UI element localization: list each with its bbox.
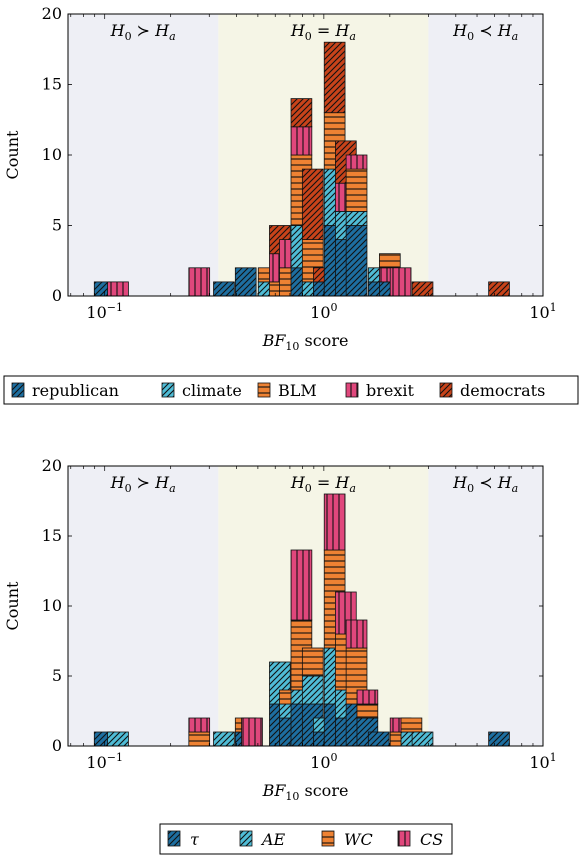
bar-segment-climate — [345, 210, 368, 226]
y-tick-label: 20 — [42, 456, 62, 475]
x-tick-label: 100 — [310, 301, 337, 322]
legend-label-tau: τ — [190, 830, 200, 849]
bar-segment-WC — [400, 717, 423, 733]
bar-segment-CS — [356, 689, 379, 705]
legend-swatch-tau — [167, 830, 181, 847]
legend-swatch-BLM — [257, 382, 271, 398]
bar-segment-AE — [107, 731, 129, 747]
y-tick-label: 0 — [52, 736, 62, 755]
bar-segment-democrats — [301, 168, 324, 241]
bar-segment-tau — [367, 731, 390, 747]
x-axis-label: BF10 score — [262, 781, 349, 803]
chart-panel-1: H0 ≻ Ha H0 = Ha H0 ≺ Ha 0 5 10 15 20 10−1 100 101 C… — [3, 4, 557, 353]
bar-segment-brexit — [345, 154, 368, 170]
legend-2: τ AE WC CS — [159, 823, 453, 855]
legend-label-BLM: BLM — [278, 381, 317, 400]
legend-swatch-democrats — [439, 382, 453, 398]
x-tick-label: 100 — [310, 751, 337, 772]
region-label-right: H0 ≺ Ha — [452, 21, 518, 43]
y-tick-label: 5 — [52, 216, 62, 235]
bar-segment-AE — [411, 731, 434, 747]
y-axis-label: Count — [3, 130, 22, 179]
bar-segment-AE — [301, 675, 324, 705]
y-tick-label: 0 — [52, 286, 62, 305]
region-label-mid: H0 = Ha — [290, 473, 356, 495]
bar-segment-republican — [234, 267, 257, 297]
region-label-left: H0 ≻ Ha — [110, 473, 176, 495]
legend-label-CS: CS — [420, 830, 443, 849]
region-band — [428, 14, 543, 296]
legend-label-AE: AE — [260, 830, 286, 849]
bar-segment-brexit — [290, 126, 313, 156]
bar-segment-WC — [188, 731, 211, 747]
x-tick-label: 101 — [529, 751, 556, 772]
x-tick-label: 10−1 — [86, 301, 123, 322]
bar-segment-CS — [323, 493, 346, 551]
bar-segment-WC — [301, 647, 324, 677]
y-tick-label: 5 — [52, 666, 62, 685]
y-axis-label: Count — [3, 581, 22, 630]
region-band — [68, 14, 219, 296]
bar-segment-democrats — [290, 98, 313, 128]
region-band — [68, 466, 219, 746]
bar-segment-democrats — [323, 41, 346, 114]
bar-segment-democrats — [488, 281, 510, 297]
legend-label-WC: WC — [344, 830, 373, 849]
bar-segment-brexit — [107, 281, 129, 297]
y-tick-label: 15 — [42, 526, 62, 545]
region-band — [428, 466, 543, 746]
legend-swatch-brexit — [345, 382, 359, 398]
region-label-left: H0 ≻ Ha — [110, 21, 176, 43]
bar-segment-BLM — [379, 253, 401, 269]
legend-swatch-climate — [161, 382, 175, 398]
bar-segment-CS — [290, 549, 313, 621]
bar-segment-brexit — [389, 267, 412, 297]
bar-segment-tau — [488, 731, 510, 747]
bar-segment-republican — [345, 225, 368, 297]
x-tick-label: 10−1 — [86, 751, 123, 772]
bar-segment-WC — [356, 703, 379, 719]
legend-label-republican: republican — [32, 381, 119, 400]
y-tick-label: 20 — [42, 4, 62, 23]
legend-label-brexit: brexit — [366, 381, 415, 400]
legend-swatch-AE — [239, 830, 253, 847]
bar-segment-CS — [241, 717, 263, 747]
y-tick-label: 10 — [42, 596, 62, 615]
y-tick-label: 10 — [42, 145, 62, 164]
legend-label-climate: climate — [182, 381, 242, 400]
bar-segment-BLM — [345, 168, 368, 212]
bar-segment-brexit — [188, 267, 211, 297]
bar-segment-CS — [345, 619, 368, 649]
legend-label-democrats: democrats — [460, 381, 545, 400]
legend-1: republican climate BLM brexit democrats — [3, 375, 579, 405]
region-label-mid: H0 = Ha — [290, 21, 356, 43]
chart-panel-2: H0 ≻ Ha H0 = Ha H0 ≺ Ha 0 5 10 15 20 10−1 100 101 C… — [3, 456, 557, 803]
bar-segment-republican — [213, 281, 235, 297]
legend-swatch-CS — [397, 830, 411, 847]
legend-swatch-WC — [321, 830, 335, 847]
bar-segment-AE — [213, 731, 235, 747]
legend-frame — [3, 375, 579, 405]
region-label-right: H0 ≺ Ha — [452, 473, 518, 495]
y-tick-label: 15 — [42, 75, 62, 94]
x-axis-label: BF10 score — [262, 331, 349, 353]
legend-swatch-republican — [11, 382, 25, 398]
bar-segment-CS — [188, 717, 211, 733]
x-tick-label: 101 — [529, 301, 556, 322]
bar-segment-democrats — [411, 281, 434, 297]
